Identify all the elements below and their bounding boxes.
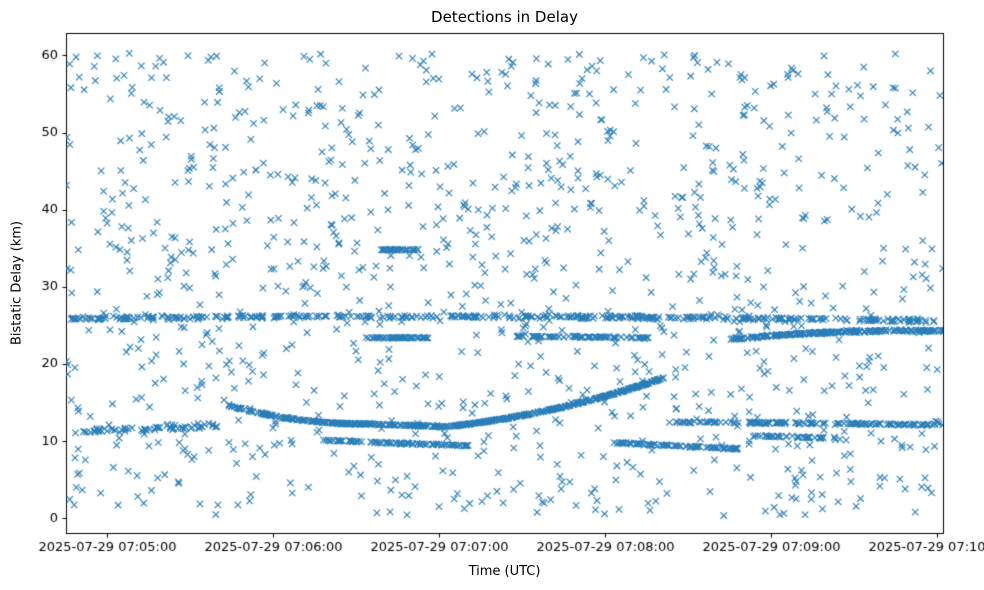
y-axis-label: Bistatic Delay (km) (9, 220, 25, 346)
chart-title: Detections in Delay (431, 8, 578, 26)
x-axis-label: Time (UTC) (468, 564, 541, 579)
